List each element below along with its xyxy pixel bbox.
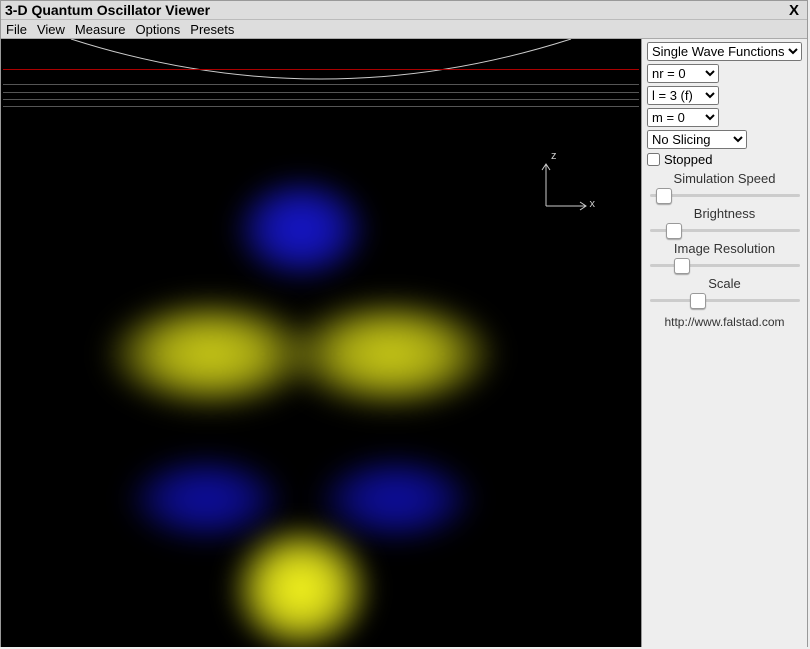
slider-brightness: Brightness <box>647 206 802 239</box>
menu-measure[interactable]: Measure <box>72 22 129 37</box>
slider-thumb[interactable] <box>674 258 690 274</box>
app-window: 3-D Quantum Oscillator Viewer X File Vie… <box>0 0 808 647</box>
stopped-checkbox-row[interactable]: Stopped <box>647 152 802 167</box>
mode-select[interactable]: Single Wave Functions <box>647 42 802 61</box>
l-select[interactable]: l = 3 (f) <box>647 86 719 105</box>
slider-image-resolution: Image Resolution <box>647 241 802 274</box>
nr-select[interactable]: nr = 0 <box>647 64 719 83</box>
window-title: 3-D Quantum Oscillator Viewer <box>5 2 785 18</box>
axis-x-label: x <box>590 198 596 210</box>
orbital-lobe <box>246 276 536 432</box>
menubar: File View Measure Options Presets <box>1 20 807 39</box>
slicing-select[interactable]: No Slicing <box>647 130 747 149</box>
slider-thumb[interactable] <box>690 293 706 309</box>
slider-track[interactable] <box>650 256 800 274</box>
viewport[interactable]: z x <box>1 39 641 647</box>
slider-label: Brightness <box>647 206 802 221</box>
stopped-label: Stopped <box>664 152 712 167</box>
credit-link[interactable]: http://www.falstad.com <box>647 315 802 329</box>
energy-levels-strip <box>1 39 641 109</box>
slider-thumb[interactable] <box>666 223 682 239</box>
slider-label: Simulation Speed <box>647 171 802 186</box>
slider-track[interactable] <box>650 186 800 204</box>
menu-view[interactable]: View <box>34 22 68 37</box>
titlebar: 3-D Quantum Oscillator Viewer X <box>1 1 807 20</box>
slider-label: Image Resolution <box>647 241 802 256</box>
content-area: z x Single Wave Functions nr = 0 l = 3 (… <box>1 39 807 647</box>
slider-thumb[interactable] <box>656 188 672 204</box>
side-panel: Single Wave Functions nr = 0 l = 3 (f) m… <box>641 39 807 647</box>
menu-presets[interactable]: Presets <box>187 22 237 37</box>
menu-options[interactable]: Options <box>132 22 183 37</box>
slider-label: Scale <box>647 276 802 291</box>
slider-simulation-speed: Simulation Speed <box>647 171 802 204</box>
slider-track[interactable] <box>650 221 800 239</box>
axis-indicator: z x <box>511 154 591 224</box>
m-select[interactable]: m = 0 <box>647 108 719 127</box>
axis-z-label: z <box>551 150 557 162</box>
close-button[interactable]: X <box>785 2 803 19</box>
stopped-checkbox[interactable] <box>647 153 660 166</box>
menu-file[interactable]: File <box>3 22 30 37</box>
slider-track[interactable] <box>650 291 800 309</box>
slider-scale: Scale <box>647 276 802 309</box>
